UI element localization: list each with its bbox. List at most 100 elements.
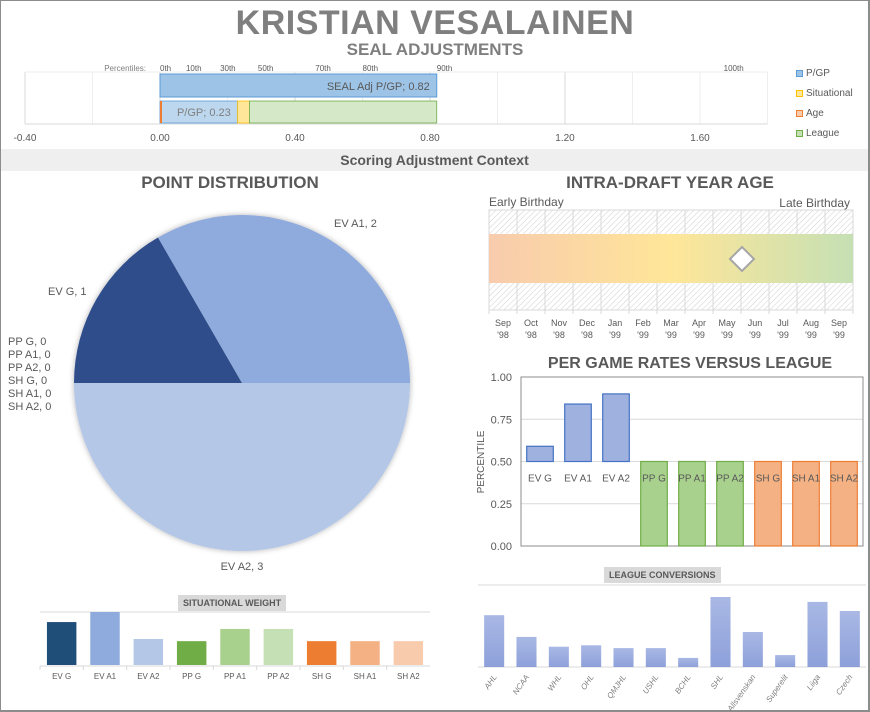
league-conversions-title: LEAGUE CONVERSIONS: [604, 567, 721, 583]
bar-pp-g: [176, 641, 207, 665]
legend-swatch: [796, 70, 803, 77]
legend-label: P/GP: [806, 68, 830, 79]
y-tick-label: 0.50: [491, 457, 512, 469]
pie-data-label: PP A2, 0: [8, 362, 51, 374]
seal-adj-label: SEAL Adj P/GP; 0.82: [327, 81, 430, 93]
category-label: EV G: [528, 474, 552, 485]
category-label: SH A2: [397, 672, 420, 681]
y-tick-label: 0.25: [491, 499, 512, 511]
year-label: '99: [777, 330, 789, 340]
category-label: PP A2: [716, 474, 744, 485]
legend-label: League: [806, 128, 840, 139]
month-label: Apr: [692, 318, 706, 328]
situational-weight-title: SITUATIONAL WEIGHT: [178, 595, 287, 611]
year-label: '98: [525, 330, 537, 340]
year-label: '99: [609, 330, 621, 340]
bar-sh-a2: [393, 641, 424, 665]
month-label: Sep: [831, 318, 847, 328]
x-tick-label: 1.60: [690, 133, 710, 144]
seal-adj-bar: [159, 73, 438, 98]
bar-ev-g: [526, 445, 554, 463]
point-distribution-title: POINT DISTRIBUTION: [141, 173, 319, 192]
percentile-label: 90th: [437, 64, 453, 73]
month-label: May: [718, 318, 736, 328]
per-game-rates-title: PER GAME RATES VERSUS LEAGUE: [547, 355, 833, 372]
bar-sh-a2: [830, 460, 858, 547]
bar-qmjhl: [613, 648, 634, 667]
late-birthday-label: Late Birthday: [779, 196, 850, 210]
intra-draft-age-chart: Early Birthday Late Birthday Sep '98 Oct '98 N…: [488, 195, 854, 340]
x-tick-label: 1.20: [555, 133, 575, 144]
birthday-marker: [728, 245, 756, 273]
year-label: '99: [749, 330, 761, 340]
x-tick-label: -0.40: [14, 133, 37, 144]
category-label: SH A1: [354, 672, 377, 681]
bar-ev-a2: [133, 639, 164, 665]
bar-ev-a2: [602, 393, 630, 463]
pie-data-label: SH A1, 0: [8, 388, 51, 400]
bar-pp-a2: [263, 628, 294, 665]
section-band: Scoring Adjustment Context: [1, 149, 868, 171]
league-label: Superelit: [764, 672, 790, 704]
bar-pp-a1: [678, 460, 706, 547]
seal-legend: P/GP Situational Age League: [796, 68, 853, 139]
category-label: PP G: [642, 474, 666, 485]
legend-item: P/GP: [796, 68, 853, 79]
pie-group: [74, 215, 410, 551]
bar-sh-a1: [350, 641, 380, 665]
category-label: PP G: [182, 672, 201, 681]
year-label: '99: [637, 330, 649, 340]
year-label: '99: [665, 330, 677, 340]
bar-segment-situational: [237, 100, 250, 124]
year-label: '98: [497, 330, 509, 340]
month-label: Jul: [777, 318, 789, 328]
y-tick-label: 0.75: [491, 414, 512, 426]
category-label: SH G: [756, 474, 781, 485]
seal-adjustment-chart: Percentiles: 0th 10th 30th 50th 70th 80th 90th 1…: [14, 64, 768, 144]
bar-sh-g: [306, 641, 337, 665]
per-game-rates-chart: 0.00 0.25 0.50 0.75 1.00 PERCENTILE EV G EV A1 E…: [476, 372, 864, 553]
category-label: SH G: [312, 672, 332, 681]
y-tick-label: 1.00: [491, 372, 512, 384]
age-gradient-band: [489, 234, 853, 283]
category-label: EV A2: [137, 672, 160, 681]
year-label: '98: [581, 330, 593, 340]
category-label: PP A1: [224, 672, 247, 681]
pgp-label: P/GP; 0.23: [177, 107, 231, 119]
pie-data-label: SH G, 0: [8, 375, 47, 387]
bar-ev-g: [46, 622, 77, 665]
year-label: '98: [553, 330, 565, 340]
league-label: AHL: [482, 673, 499, 692]
legend-swatch: [796, 130, 803, 137]
bar-segment-league: [249, 100, 438, 124]
year-label: '99: [805, 330, 817, 340]
bar-shl: [710, 597, 731, 667]
seal-adjustments-title: SEAL ADJUSTMENTS: [346, 40, 524, 59]
bar-ohl: [581, 645, 602, 667]
bar-allsvenskan: [742, 632, 763, 667]
category-label: SH A1: [792, 474, 821, 485]
pie-slice: [158, 215, 410, 383]
pie-slice: [74, 237, 242, 383]
bar-ahl: [484, 615, 505, 667]
legend-item: Situational: [796, 88, 853, 99]
bar-czech: [839, 611, 860, 667]
category-label: EV A1: [94, 672, 117, 681]
x-tick-label: 0.80: [420, 133, 440, 144]
pie-data-label: EV A2, 3: [221, 561, 264, 573]
early-birthday-label: Early Birthday: [489, 195, 564, 209]
category-label: EV G: [52, 672, 71, 681]
pie-data-label: PP A1, 0: [8, 349, 51, 361]
league-label: Allsvenskan: [725, 673, 758, 711]
percentile-label: 0th: [160, 64, 171, 73]
bar-whl: [548, 646, 569, 667]
pie-data-label: EV A1, 2: [334, 218, 377, 230]
bar-pp-g: [640, 460, 668, 547]
bar-ushl: [645, 648, 666, 667]
bar-liiga: [807, 601, 828, 667]
legend-item: Age: [796, 108, 853, 119]
month-label: Aug: [803, 318, 819, 328]
bar-superelit: [775, 655, 796, 667]
player-name-title: KRISTIAN VESALAINEN: [235, 4, 635, 42]
